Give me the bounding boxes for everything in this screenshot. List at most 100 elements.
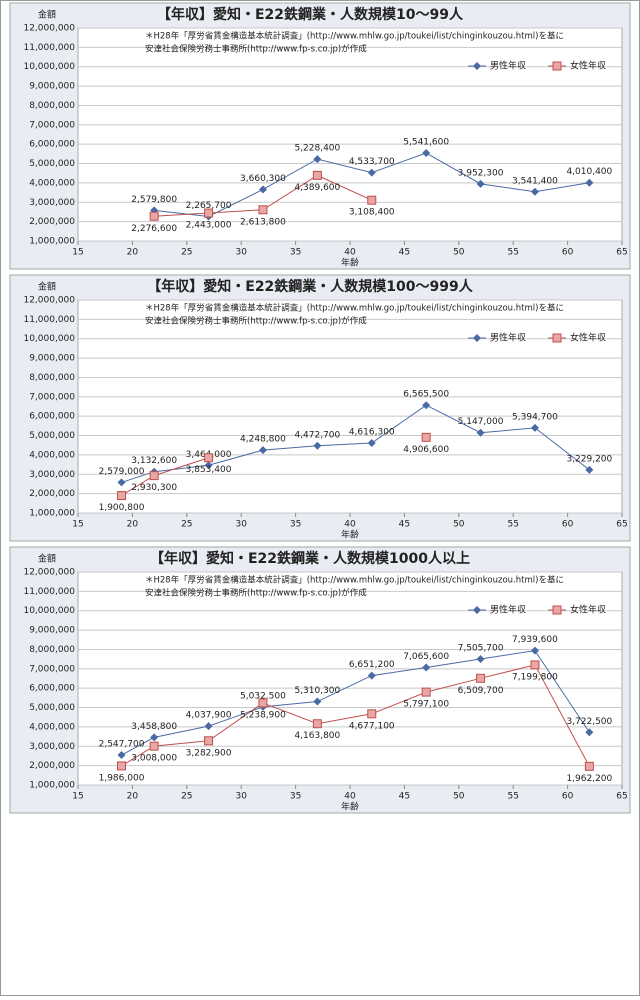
y-tick-label: 7,000,000 [29,664,75,674]
data-label: 4,616,300 [349,427,395,437]
point [476,673,486,683]
data-label: 2,276,600 [131,224,177,234]
point [313,697,322,706]
y-tick-label: 3,000,000 [29,742,75,752]
point [585,178,594,187]
y-tick-label: 12,000,000 [23,568,75,578]
y-tick-label: 9,000,000 [29,626,75,636]
point [473,606,481,614]
point [204,208,214,218]
point [552,333,562,343]
y-tick-label: 6,000,000 [29,412,75,422]
y-tick-label: 4,000,000 [29,450,75,460]
point [473,334,481,342]
y-tick-label: 2,000,000 [29,761,75,771]
point [117,751,126,760]
data-label: 5,228,400 [294,144,340,154]
x-tick-label: 45 [399,248,410,258]
point [149,211,159,221]
x-axis-label: 年齢 [341,529,359,541]
annotation: ＊H28年「厚労省賃金構造基本統計調査」(http://www.mhlw.go.… [145,31,564,42]
data-label: 3,952,300 [458,168,504,178]
point [421,687,431,697]
point [367,671,376,680]
y-tick-label: 10,000,000 [23,62,75,72]
data-label: 2,547,700 [99,740,145,750]
y-tick-label: 7,000,000 [29,392,75,402]
data-label: 5,394,700 [512,412,558,422]
point [476,428,485,437]
x-tick-label: 40 [344,792,356,802]
point [476,179,485,188]
chart-title: 【年収】愛知・E22鉄鋼業・人数規模10～99人 [157,6,464,23]
data-label: 7,505,700 [458,644,504,654]
chart-title: 【年収】愛知・E22鉄鋼業・人数規模1000人以上 [150,550,470,567]
point [312,170,322,180]
x-tick-label: 35 [290,520,301,530]
data-label: 6,509,700 [458,686,504,696]
point [258,698,268,708]
x-tick-label: 55 [507,248,518,258]
point [552,605,562,615]
data-label: 4,037,900 [186,711,232,721]
data-label: 6,565,500 [403,390,449,400]
annotation: ＊H28年「厚労省賃金構造基本統計調査」(http://www.mhlw.go.… [145,575,564,586]
y-tick-label: 7,000,000 [29,120,75,130]
chart: 1,000,000 2,000,000 3,000,000 4,000,000 5,00… [9,2,631,270]
data-label: 5,310,300 [294,686,340,696]
y-tick-label: 11,000,000 [23,587,75,597]
y-tick-label: 1,000,000 [29,509,75,519]
x-tick-label: 15 [72,792,83,802]
chart: 1,000,000 2,000,000 3,000,000 4,000,000 5,00… [9,274,631,542]
point [530,646,539,655]
data-label: 4,677,100 [349,721,395,731]
point [117,761,127,771]
data-label: 5,032,500 [240,691,286,701]
data-label: 3,722,500 [566,717,612,727]
x-tick-label: 35 [290,248,301,258]
y-tick-label: 8,000,000 [29,101,75,111]
point [117,478,126,487]
y-tick-label: 2,000,000 [29,217,75,227]
x-tick-label: 30 [235,520,247,530]
annotation: ＊H28年「厚労省賃金構造基本統計調査」(http://www.mhlw.go.… [145,303,564,314]
x-tick-label: 65 [616,792,627,802]
x-tick-label: 20 [127,792,139,802]
annotation: 安達社会保険労務士事務所(http://www.fp-s.co.jp)が作成 [145,588,367,599]
point [530,423,539,432]
y-tick-label: 9,000,000 [29,354,75,364]
x-tick-label: 60 [562,248,574,258]
data-label: 6,651,200 [349,660,395,670]
point [367,709,377,719]
x-axis-label: 年齢 [341,257,359,269]
point [204,736,214,746]
x-tick-label: 20 [127,248,139,258]
legend-label: 女性年収 [570,332,606,344]
point [530,660,540,670]
data-label: 3,458,800 [131,722,177,732]
data-label: 4,163,800 [294,731,340,741]
point [367,168,376,177]
x-tick-label: 15 [72,248,83,258]
point [422,401,431,410]
legend-label: 男性年収 [490,332,526,344]
data-label: 7,939,600 [512,635,558,645]
x-tick-label: 55 [507,792,518,802]
x-tick-label: 35 [290,792,301,802]
data-label: 3,132,600 [131,456,177,466]
point [312,719,322,729]
x-axis-label: 年齢 [341,801,359,813]
legend-label: 男性年収 [490,604,526,616]
y-tick-label: 10,000,000 [23,606,75,616]
x-tick-label: 45 [399,520,410,530]
data-label: 2,265,700 [186,201,232,211]
point [204,461,213,470]
point [530,187,539,196]
data-label: 2,613,800 [240,217,286,227]
data-label: 1,986,000 [99,773,145,783]
legend-label: 男性年収 [490,60,526,72]
chart: 1,000,000 2,000,000 3,000,000 4,000,000 5,00… [9,546,631,814]
point [313,441,322,450]
y-tick-label: 2,000,000 [29,489,75,499]
